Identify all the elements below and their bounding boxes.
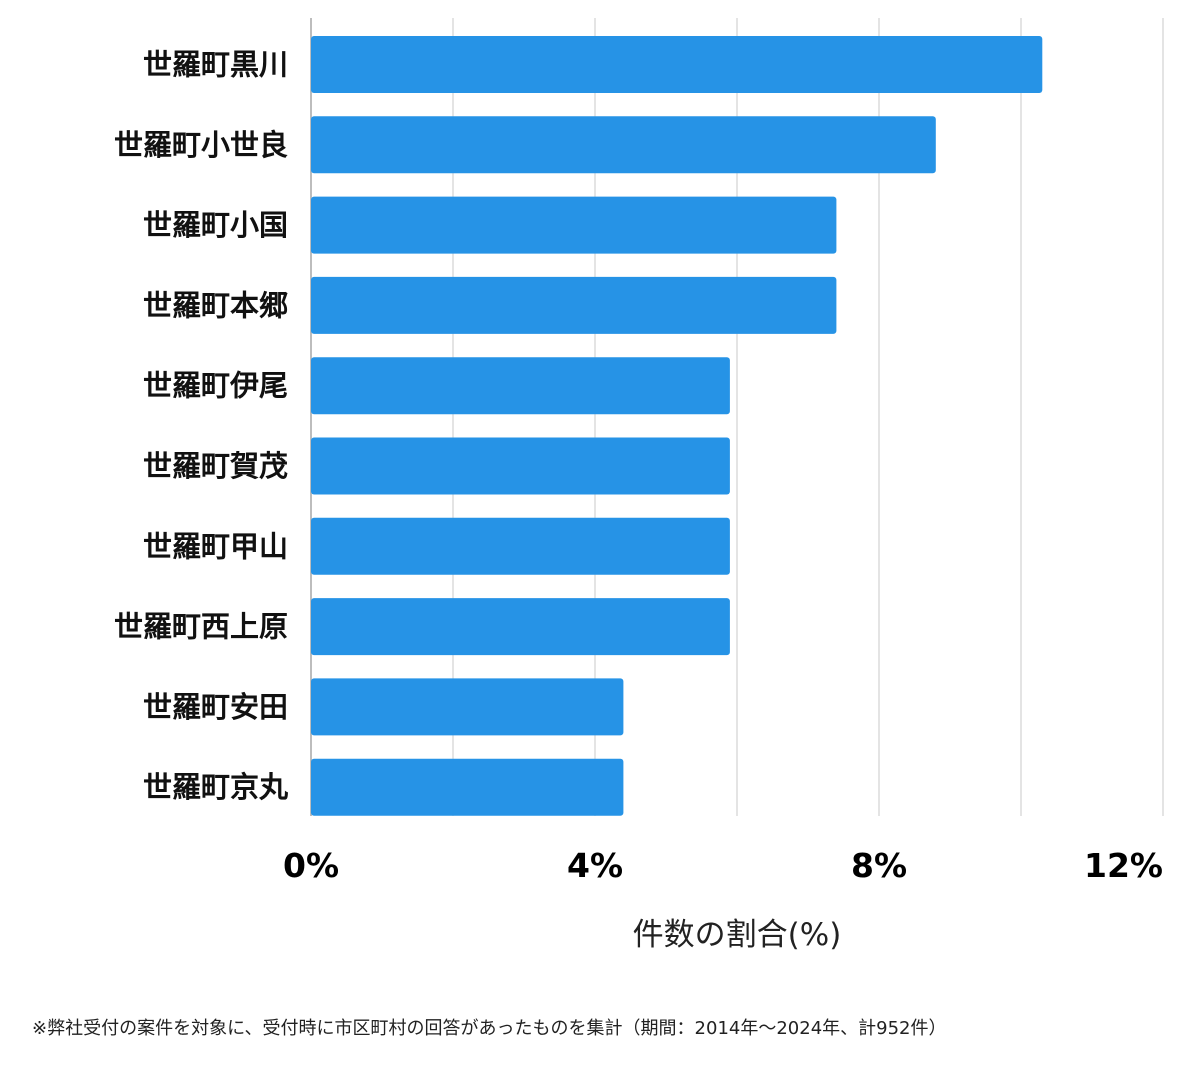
footnote: ※弊社受付の案件を対象に、受付時に市区町村の回答があったものを集計（期間：201… [32,1018,947,1039]
bars [311,36,1043,816]
bar [311,357,730,415]
bar [311,276,837,334]
category-label: 世羅町小世良 [114,128,288,162]
bar [311,116,936,174]
x-tick-label: 0% [283,846,339,885]
x-tick-labels: 0% 4% 8% 12% [283,846,1163,885]
category-label: 世羅町賀茂 [143,449,288,483]
category-label: 世羅町西上原 [114,610,288,644]
bar [311,758,624,816]
x-tick-label: 4% [567,846,623,885]
category-label: 世羅町安田 [143,690,288,724]
x-tick-label: 8% [851,846,907,885]
x-tick-label: 12% [1084,846,1163,885]
bar [311,598,730,656]
bar [311,678,624,736]
category-labels: 世羅町黒川世羅町小世良世羅町小国世羅町本郷世羅町伊尾世羅町賀茂世羅町甲山世羅町西… [114,48,288,805]
bar [311,196,837,254]
bar [311,437,730,495]
bar-chart: 世羅町黒川世羅町小世良世羅町小国世羅町本郷世羅町伊尾世羅町賀茂世羅町甲山世羅町西… [114,18,1164,953]
category-label: 世羅町小国 [143,208,288,242]
category-label: 世羅町京丸 [143,770,288,804]
category-label: 世羅町本郷 [143,288,288,322]
bar [311,36,1043,93]
category-label: 世羅町甲山 [143,529,288,563]
bar [311,517,730,575]
x-axis-title: 件数の割合(%) [633,917,842,953]
category-label: 世羅町伊尾 [143,369,288,403]
category-label: 世羅町黒川 [143,48,288,82]
